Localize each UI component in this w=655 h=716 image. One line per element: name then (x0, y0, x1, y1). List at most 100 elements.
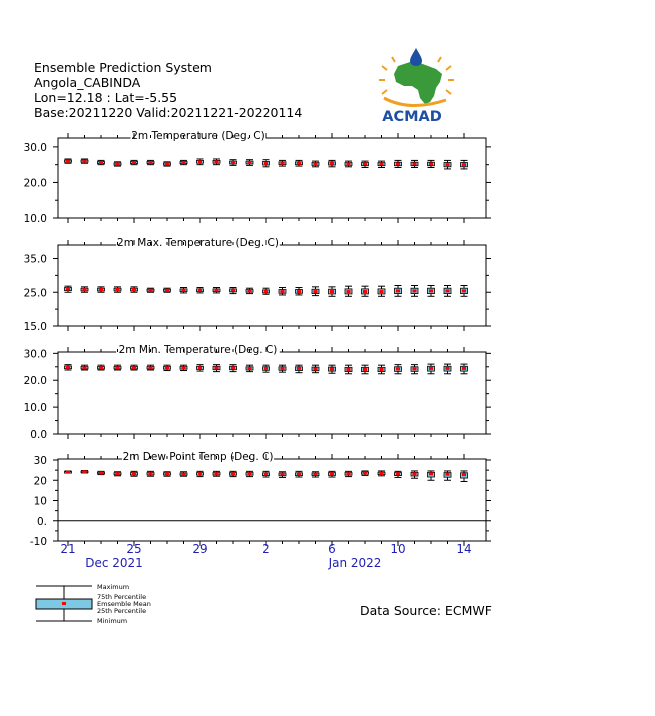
mean-marker (198, 288, 202, 292)
mean-marker (165, 288, 169, 292)
mean-marker (99, 288, 103, 292)
ytick-label: 30.0 (24, 348, 47, 360)
box-29 (196, 158, 204, 166)
xtick-label: 14 (456, 542, 471, 556)
panel-title: 2m Max. Temperature (Deg. C) (117, 237, 279, 249)
mean-marker (346, 367, 351, 371)
mean-marker (115, 366, 120, 370)
mean-marker (412, 289, 417, 293)
box-21 (64, 158, 72, 164)
ytick-label: 10 (34, 496, 47, 508)
box-14 (460, 470, 468, 482)
box-13 (443, 470, 452, 481)
month-label: Dec 2021 (85, 556, 143, 570)
box-31 (229, 364, 237, 373)
box-26 (146, 159, 155, 166)
box-14 (460, 285, 468, 297)
box-28 (179, 287, 188, 294)
box-2 (262, 159, 270, 168)
box-7 (344, 160, 353, 168)
mean-marker (379, 471, 384, 475)
box-3 (278, 287, 287, 296)
box-6 (328, 286, 336, 297)
panel-title: 2m Temperature (Deg. C) (131, 130, 265, 142)
mean-marker (66, 470, 70, 474)
box-28 (179, 471, 188, 477)
mean-marker (99, 366, 103, 370)
mean-marker (247, 289, 252, 293)
legend-label-min: Minimum (97, 617, 127, 625)
ytick-label: 15.0 (24, 321, 47, 333)
legend-label-max: Maximum (97, 583, 129, 591)
box-27 (163, 287, 171, 293)
mean-marker (66, 159, 70, 163)
mean-marker (445, 289, 450, 293)
box-5 (311, 160, 320, 168)
box-8 (361, 285, 369, 297)
mean-marker (363, 471, 367, 475)
box-21 (64, 470, 72, 474)
mean-marker (412, 472, 417, 476)
ytick-label: 30 (34, 455, 47, 467)
box-7 (344, 285, 353, 297)
ytick-label: 20.0 (24, 177, 47, 189)
panel-3: 2m Min. Temperature (Deg. C) 30.0 20.0 10.0… (24, 344, 491, 441)
mean-marker (462, 366, 466, 370)
ytick-label: 10.0 (24, 402, 47, 414)
box-4 (295, 470, 303, 478)
box-6 (328, 470, 336, 478)
mean-marker (231, 472, 235, 476)
box-2 (262, 287, 270, 295)
box-12 (427, 470, 435, 481)
box-28 (179, 159, 188, 166)
box-29 (196, 287, 204, 294)
mean-marker (247, 366, 252, 370)
legend-label-p75: 75th Percentile (97, 593, 146, 601)
mean-marker (379, 162, 384, 166)
mean-marker (313, 472, 318, 476)
box-22 (80, 364, 89, 371)
box-25 (130, 470, 138, 477)
mean-marker (148, 161, 153, 165)
mean-marker (445, 366, 450, 370)
box-14 (460, 159, 468, 170)
box-25 (130, 364, 138, 371)
box-10 (394, 159, 402, 169)
box-13 (443, 363, 452, 375)
mean-marker (214, 288, 219, 292)
mean-marker (313, 162, 318, 166)
mean-marker (330, 472, 334, 476)
box-13 (443, 285, 452, 297)
box-29 (196, 364, 204, 372)
legend: Maximum 75th Percentile Emsemble Mean 25… (35, 583, 151, 625)
panel-frame (57, 458, 487, 542)
mean-marker (132, 366, 136, 370)
mean-marker (280, 366, 285, 370)
panel-1: 2m Temperature (Deg. C) 30.0 20.0 10.0 (24, 130, 491, 225)
box-2 (262, 364, 270, 373)
box-9 (377, 470, 386, 477)
mean-marker (264, 472, 268, 476)
box-30 (212, 470, 221, 477)
box-31 (229, 470, 237, 478)
mean-marker (115, 162, 120, 166)
box-27 (163, 471, 171, 477)
box-22 (80, 286, 89, 293)
box-8 (361, 160, 369, 169)
mean-marker (198, 160, 202, 164)
box-31 (229, 287, 237, 295)
ytick-label: 30.0 (24, 142, 47, 154)
mean-marker (99, 471, 103, 475)
box-24 (113, 364, 122, 371)
mean-marker (181, 288, 186, 292)
data-source: Data Source: ECMWF (360, 603, 492, 618)
box-3 (278, 364, 287, 373)
mean-marker (165, 472, 169, 476)
box-14 (460, 363, 468, 375)
mean-marker (297, 472, 301, 476)
mean-marker (181, 161, 186, 165)
box-26 (146, 470, 155, 477)
mean-marker (330, 161, 334, 165)
mean-marker (214, 160, 219, 164)
mean-marker (82, 288, 87, 292)
